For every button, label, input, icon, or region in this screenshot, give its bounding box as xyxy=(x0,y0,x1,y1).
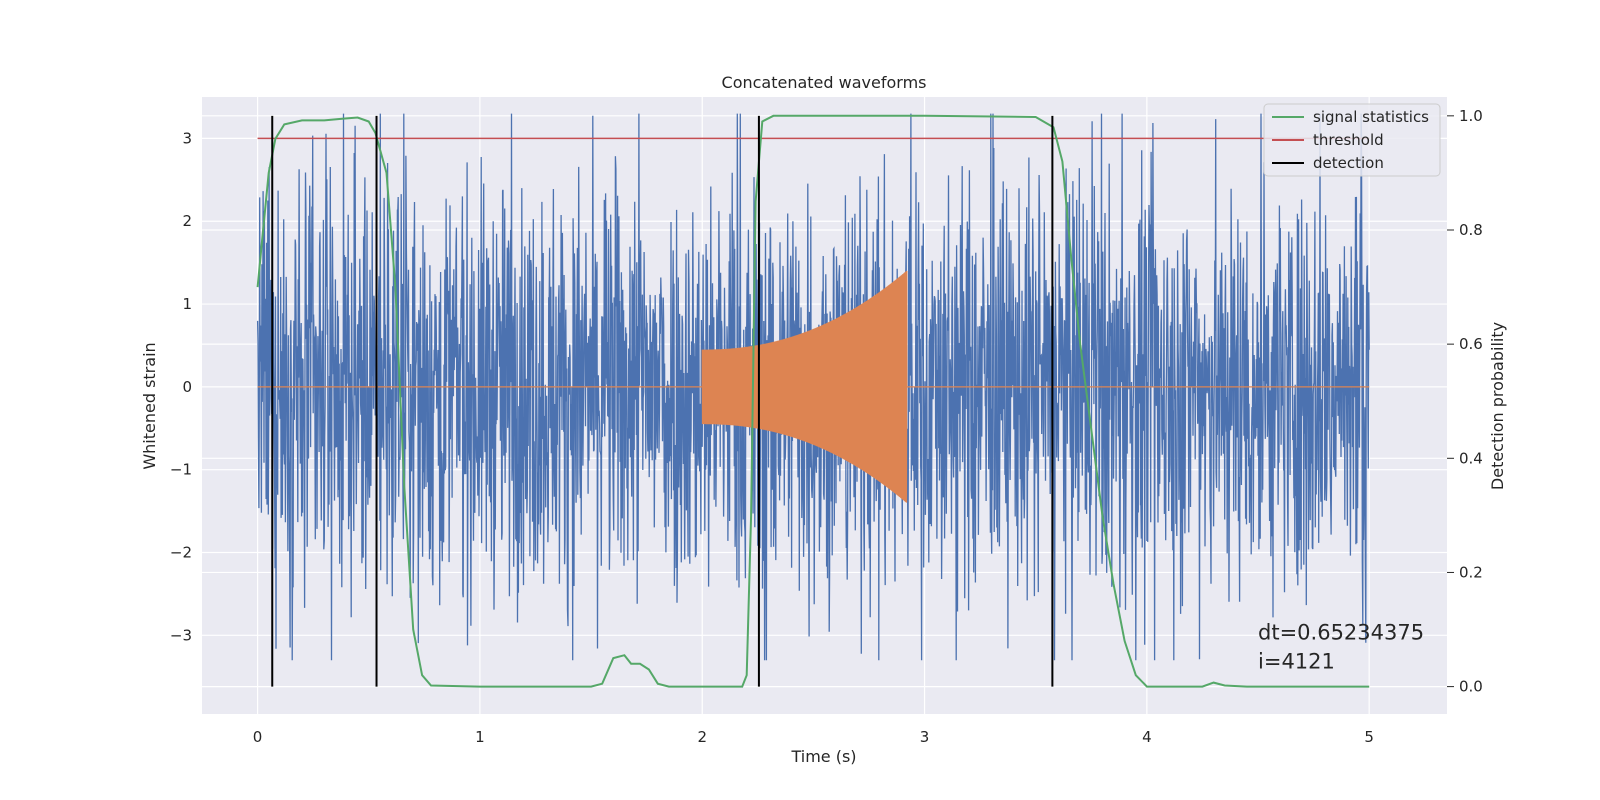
y-tick-label-1: −2 xyxy=(170,544,192,562)
signal-statistics-line xyxy=(256,114,1370,688)
legend-label-signal-statistics: signal statistics xyxy=(1313,108,1429,126)
annotations: dt=0.65234375 i=4121 xyxy=(1258,620,1424,673)
y2-axis-title: Detection probability xyxy=(1488,322,1507,490)
y-tick-label-0: −3 xyxy=(170,626,192,644)
y2-tick-label-1: 0.2 xyxy=(1459,563,1483,581)
legend-label-threshold: threshold xyxy=(1313,131,1384,149)
x-tick-label-0: 0 xyxy=(253,728,263,746)
y2-tick-label-5: 1.0 xyxy=(1459,107,1483,125)
y2-tick-label-2: 0.4 xyxy=(1459,449,1483,467)
x-axis-title: Time (s) xyxy=(790,747,856,766)
y-tick-label-3: 0 xyxy=(182,378,192,396)
y-tick-label-5: 2 xyxy=(182,212,192,230)
chirp-line xyxy=(257,270,1370,503)
y-tick-label-2: −1 xyxy=(170,461,192,479)
x-tick-label-2: 2 xyxy=(697,728,707,746)
y2-tick-label-0: 0.0 xyxy=(1459,678,1483,696)
y2-tick-label-4: 0.8 xyxy=(1459,221,1483,239)
y2-tick-label-3: 0.6 xyxy=(1459,335,1483,353)
ticks: 0 1 2 3 4 5 −3 −2 −1 0 1 2 3 0.0 0.2 0.4 0.6 0.8 1.0 xyxy=(170,107,1483,746)
x-tick-label-3: 3 xyxy=(920,728,930,746)
y-tick-label-4: 1 xyxy=(182,295,192,313)
annotation-0: dt=0.65234375 xyxy=(1258,620,1424,644)
y-axis-title: Whitened strain xyxy=(140,342,159,469)
y-tick-label-6: 3 xyxy=(182,129,192,147)
legend: signal statistics threshold detection xyxy=(1263,103,1441,177)
chart-title: Concatenated waveforms xyxy=(722,73,927,92)
x-tick-label-5: 5 xyxy=(1364,728,1374,746)
x-tick-label-1: 1 xyxy=(475,728,485,746)
legend-frame xyxy=(1263,103,1441,177)
plot-area xyxy=(256,113,1370,688)
annotation-1: i=4121 xyxy=(1258,649,1335,673)
legend-label-detection: detection xyxy=(1313,154,1384,172)
x-tick-label-4: 4 xyxy=(1142,728,1152,746)
